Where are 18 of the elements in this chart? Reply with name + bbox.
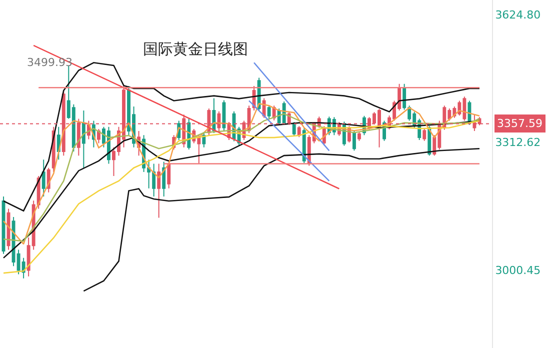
annotation: 3499.93 [27,56,72,69]
ref-line-label: 3357.59 [497,117,542,130]
y-tick-label: 3312.62 [495,136,541,150]
candlestick [292,122,296,136]
candlestick [157,163,161,218]
candlestick [82,110,86,168]
candlestick [162,161,166,198]
candlestick [267,105,271,120]
candlestick [358,131,361,142]
line-series [83,148,480,292]
y-tick-label: 3624.80 [495,8,541,22]
candlestick [222,100,226,132]
candlestick [297,126,301,138]
y-tick-label: 3000.45 [495,264,541,277]
candlestick [42,159,46,198]
candlestick [352,130,356,152]
candlestick [422,128,426,142]
text: 国际黄金日线图 [142,40,248,58]
